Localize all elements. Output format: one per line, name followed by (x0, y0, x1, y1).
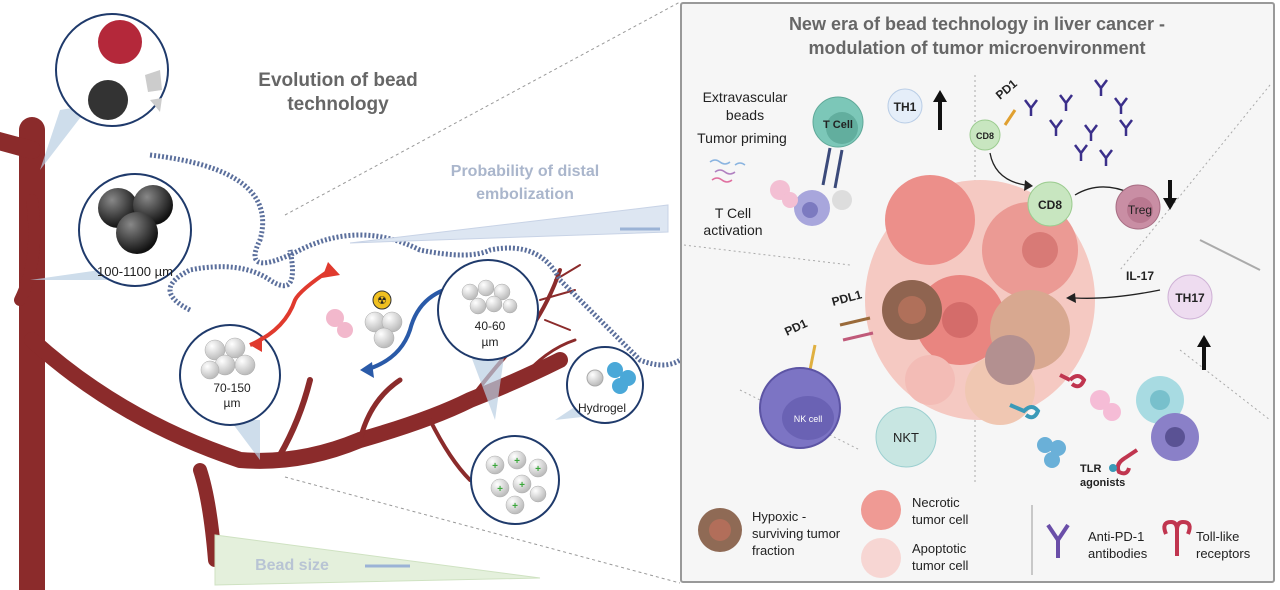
bead-circle-radioactive: ☢ (249, 262, 470, 378)
treg-label: Treg (1128, 203, 1152, 217)
bead-circle-irregular (55, 13, 169, 127)
svg-text:+: + (512, 501, 518, 512)
bead-size-label: Bead size (255, 557, 329, 574)
extravascular-label-1: Extravascular (703, 89, 788, 105)
right-title-1: New era of bead technology in liver canc… (789, 14, 1165, 34)
size-large-label: 100-1100 µm (97, 264, 173, 279)
left-title-2: technology (287, 94, 389, 115)
th17-label: TH17 (1175, 291, 1205, 305)
distal-label-1: Probability of distal (451, 163, 599, 180)
svg-text:+: + (519, 480, 525, 491)
bead-circle-small: 40-60 µm (437, 259, 539, 361)
t-cell: T Cell (812, 96, 864, 189)
dotted-connector-2 (167, 249, 295, 313)
blood-vessel-tree (0, 117, 581, 590)
th1-label: TH1 (894, 100, 917, 114)
tlr-agonists-label-1: TLR (1080, 463, 1101, 475)
anti-pd1-antibodies (1024, 79, 1133, 166)
bead-size-wedge (214, 534, 541, 586)
tumor-antigens (709, 159, 746, 183)
tumor-microenvironment-panel: New era of bead technology in liver canc… (680, 2, 1275, 583)
charged-bead-circle: + +++ ++ (470, 435, 560, 525)
hydrogel-circle: Hydrogel (566, 346, 644, 424)
legend-hypoxic-1: Hypoxic - (752, 509, 806, 524)
perspective-line-bottom (284, 476, 681, 584)
pdl1-receptors (839, 316, 874, 342)
svg-text:+: + (492, 461, 498, 472)
cd8-label-a: CD8 (976, 131, 994, 141)
svg-text:☢: ☢ (377, 295, 387, 307)
extravascular-label-2: beads (726, 107, 764, 123)
tumor-mass (865, 175, 1095, 425)
cd8-cell-b: CD8 (1027, 181, 1073, 227)
distal-embolization-wedge (349, 204, 669, 244)
dotted-connector (149, 152, 881, 368)
red-arrow (249, 268, 332, 347)
apoptotic-legend-icon (861, 538, 901, 578)
svg-text:+: + (497, 484, 503, 495)
th1-cell: TH1 (887, 88, 947, 130)
nkt-cell: NKT (875, 406, 937, 468)
size-small-label-1: 40-60 (475, 319, 506, 333)
up-arrow-icon (933, 90, 947, 102)
legend-necrotic-2: tumor cell (912, 512, 968, 527)
svg-text:+: + (535, 464, 541, 475)
dendritic-cell (770, 180, 852, 226)
legend-apoptotic-1: Apoptotic (912, 541, 967, 556)
cd8-label-b: CD8 (1038, 198, 1062, 212)
size-small-label-2: µm (482, 335, 499, 349)
antibody-legend-icon (1046, 523, 1070, 558)
size-mid-label-2: µm (224, 396, 241, 410)
up-arrow-icon (1197, 335, 1211, 347)
cd8-cell-a: CD8 (969, 119, 1001, 151)
bead-circle-medium: 70-150 µm (179, 324, 281, 426)
legend-antipd1-1: Anti-PD-1 (1088, 529, 1144, 544)
legend-tlr-1: Toll-like (1196, 529, 1239, 544)
svg-text:+: + (514, 456, 520, 467)
tlr-receptor-blue (1009, 403, 1041, 420)
legend-apoptotic-2: tumor cell (912, 558, 968, 573)
distal-label-2: embolization (476, 186, 574, 203)
legend-necrotic-1: Necrotic (912, 495, 960, 510)
sector-dividers (683, 75, 1271, 485)
tcell-activation-label-2: activation (703, 222, 762, 238)
down-arrow-icon (1163, 198, 1177, 210)
nkt-label: NKT (893, 430, 919, 445)
t-cell-label: T Cell (823, 119, 853, 131)
tumor-priming-label: Tumor priming (697, 130, 787, 146)
legend-tlr-2: receptors (1196, 546, 1251, 561)
toll-like-receptors (1059, 373, 1139, 476)
tcell-activation-label-1: T Cell (715, 205, 751, 221)
nk-cell-label: NK cell (794, 414, 823, 424)
th17-cell: TH17 IL-17 (1066, 269, 1213, 370)
hydrogel-label: Hydrogel (578, 401, 626, 415)
bead-circle-large: 100-1100 µm (78, 173, 192, 287)
legend-hypoxic-2: surviving tumor (752, 526, 841, 541)
size-mid-label-1: 70-150 (213, 381, 251, 395)
nk-cell: NK cell (759, 344, 841, 449)
necrotic-legend-icon (861, 490, 901, 530)
innate-immune-cells (1037, 376, 1199, 468)
radiation-icon (372, 290, 392, 310)
tlr-agonist-dot (1109, 464, 1117, 472)
legend: Hypoxic - surviving tumor fraction Necro… (698, 490, 1251, 578)
right-title-2: modulation of tumor microenvironment (808, 38, 1145, 58)
legend-hypoxic-3: fraction (752, 543, 795, 558)
legend-antipd1-2: antibodies (1088, 546, 1148, 561)
tlr-legend-icon (1162, 519, 1192, 556)
left-title-1: Evolution of bead (258, 70, 417, 91)
tlr-agonists-label-2: agonists (1080, 477, 1125, 489)
il17-label: IL-17 (1126, 269, 1154, 283)
treg-cell: Treg (1115, 180, 1177, 230)
perspective-line-top (284, 1, 681, 216)
